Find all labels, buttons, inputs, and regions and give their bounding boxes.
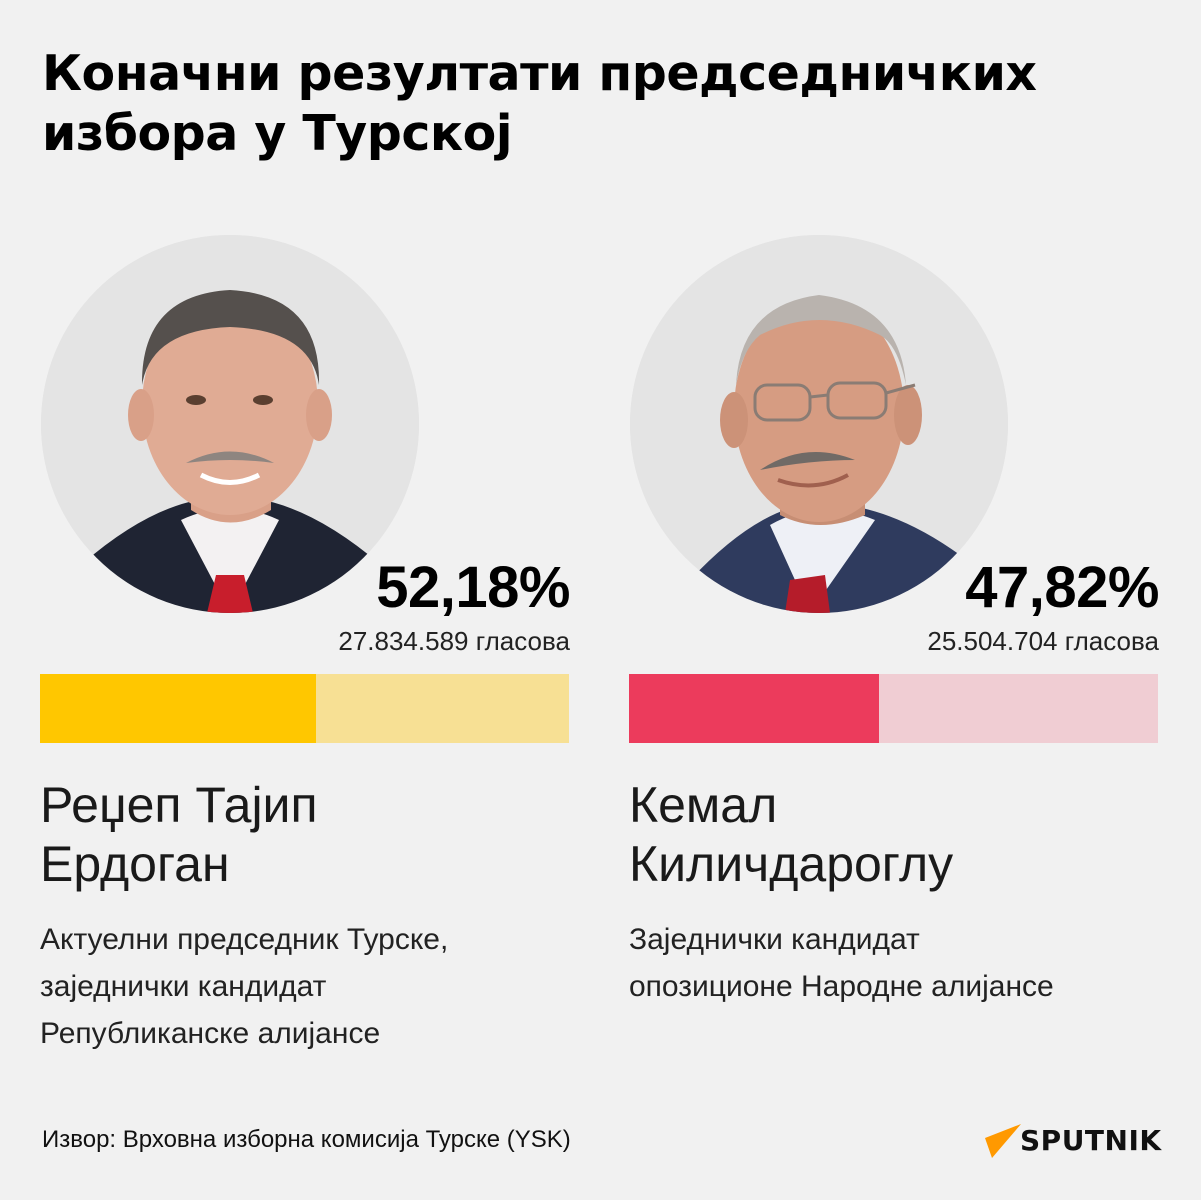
candidate-photo bbox=[41, 235, 419, 613]
candidate-description: Заједнички кандидат опозиционе Народне а… bbox=[629, 916, 1169, 1010]
source-note: Извор: Врховна изборна комисија Турске (… bbox=[42, 1126, 571, 1153]
result-bar-remainder bbox=[316, 674, 569, 743]
candidate-name-line1: Реџеп Тајип bbox=[40, 777, 318, 833]
candidate-name-line1: Кемал bbox=[629, 777, 778, 833]
description-line: заједнички кандидат bbox=[40, 970, 327, 1003]
candidate-name-line2: Ердоган bbox=[40, 836, 230, 892]
percent-value: 47,82% bbox=[965, 555, 1159, 620]
candidate-name: Реџеп Тајип Ердоган bbox=[40, 776, 570, 894]
candidate-name: Кемал Киличдароглу bbox=[629, 776, 1159, 894]
result-bar-remainder bbox=[879, 674, 1158, 743]
result-bar-fill bbox=[40, 674, 317, 743]
description-line: Републиканске алијансе bbox=[40, 1017, 381, 1050]
page-title: Коначни резултати председничких избора у… bbox=[42, 45, 1037, 162]
portrait-erdogan-icon bbox=[41, 235, 419, 613]
description-line: Заједнички кандидат bbox=[629, 923, 920, 956]
percent-value: 52,18% bbox=[376, 555, 570, 620]
portrait-kilicdaroglu-icon bbox=[630, 235, 1008, 613]
candidate-description: Актуелни председник Турске, заједнички к… bbox=[40, 916, 580, 1057]
result-bar bbox=[40, 674, 569, 743]
logo-text: SPUTNIK bbox=[1020, 1123, 1162, 1157]
sputnik-triangle-icon bbox=[985, 1124, 1021, 1158]
result-bar bbox=[629, 674, 1158, 743]
votes-count: 27.834.589 гласова bbox=[338, 626, 570, 656]
candidate-card-kilicdaroglu: 47,82% 25.504.704 гласова Кемал Киличдар… bbox=[629, 0, 1159, 1100]
candidate-card-erdogan: 52,18% 27.834.589 гласова Реџеп Тајип Ер… bbox=[40, 0, 570, 1100]
sputnik-logo: SPUTNIK bbox=[984, 1120, 1162, 1160]
result-bar-fill bbox=[629, 674, 880, 743]
description-line: Актуелни председник Турске, bbox=[40, 923, 449, 956]
candidate-photo bbox=[630, 235, 1008, 613]
candidate-name-line2: Киличдароглу bbox=[629, 836, 954, 892]
description-line: опозиционе Народне алијансе bbox=[629, 970, 1054, 1003]
votes-count: 25.504.704 гласова bbox=[927, 626, 1159, 656]
